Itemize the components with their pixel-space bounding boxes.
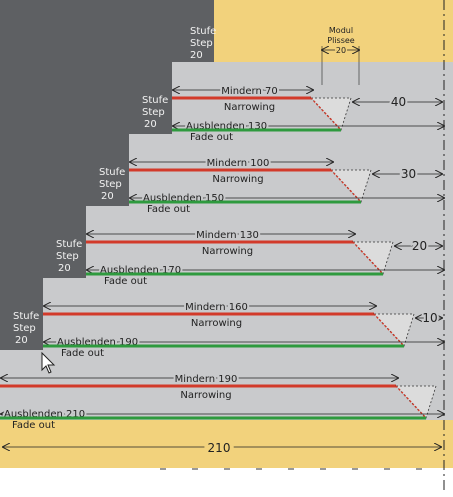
- step-stufe-label: Stufe: [142, 95, 168, 106]
- step-value-label: 20: [15, 335, 28, 346]
- modul-title: Modul: [329, 26, 353, 35]
- step-step-label: Step: [142, 107, 165, 118]
- step-step-label: Step: [13, 323, 36, 334]
- top-step-value: 20: [190, 50, 203, 61]
- fade-out-label: Fade out: [147, 204, 190, 215]
- narrowing-label: Narrowing: [180, 390, 231, 401]
- step-value-label: 20: [144, 119, 157, 130]
- fade-out-label: Fade out: [104, 276, 147, 287]
- right-dim-value: 20: [412, 239, 427, 253]
- step-stufe-label: Stufe: [99, 167, 125, 178]
- step-stufe-label: Stufe: [56, 239, 82, 250]
- narrowing-label: Narrowing: [212, 174, 263, 185]
- step-value-label: 20: [58, 263, 71, 274]
- fade-out-label: Fade out: [61, 348, 104, 359]
- narrowing-label: Narrowing: [191, 318, 242, 329]
- right-dim-value: 10: [422, 311, 437, 325]
- top-step-step: Step: [190, 38, 213, 49]
- step-stufe-label: Stufe: [13, 311, 39, 322]
- modul-subtitle: Plissee: [327, 36, 355, 45]
- total-width-value: 210: [208, 441, 231, 455]
- step-step-label: Step: [56, 251, 79, 262]
- fade-out-label: Fade out: [190, 132, 233, 143]
- step-step-label: Step: [99, 179, 122, 190]
- right-dim-value: 40: [391, 95, 406, 109]
- mindern-label: Mindern 70: [221, 86, 277, 97]
- right-dim-value: 30: [401, 167, 416, 181]
- mindern-label: Mindern 100: [207, 158, 270, 169]
- mindern-label: Mindern 190: [175, 374, 238, 385]
- fade-out-label: Fade out: [12, 420, 55, 431]
- modul-value: 20: [336, 46, 346, 55]
- top-step-stufe: Stufe: [190, 26, 216, 37]
- mindern-label: Mindern 130: [196, 230, 259, 241]
- mouse-cursor-icon: [41, 351, 56, 374]
- bottom-white-strip: [0, 468, 453, 492]
- step-value-label: 20: [101, 191, 114, 202]
- narrowing-label: Narrowing: [224, 102, 275, 113]
- narrowing-label: Narrowing: [202, 246, 253, 257]
- mindern-label: Mindern 160: [185, 302, 248, 313]
